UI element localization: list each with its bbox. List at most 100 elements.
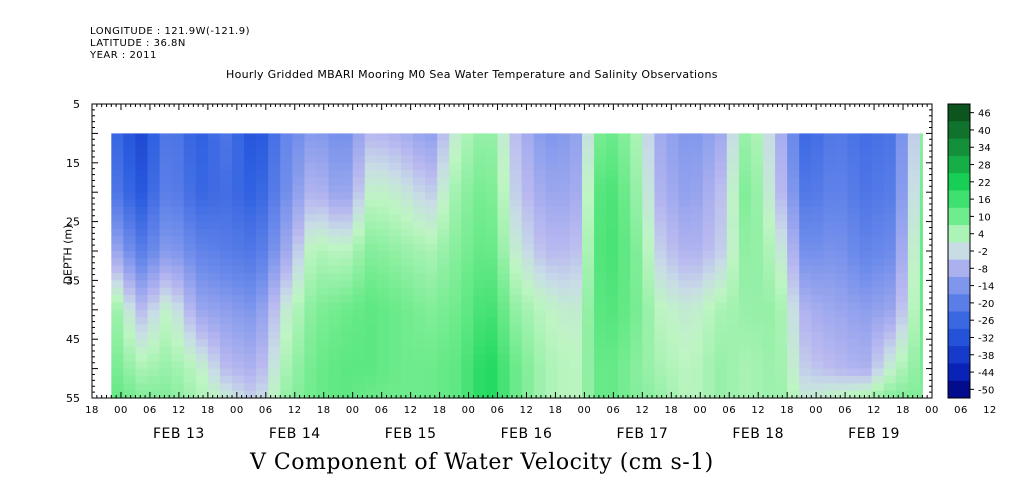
heatmap-cell: [666, 324, 680, 333]
heatmap-cell: [449, 236, 462, 245]
heatmap-cell: [207, 375, 221, 384]
heatmap-cell: [654, 251, 668, 259]
heatmap-cell: [714, 214, 728, 223]
heatmap-cell: [557, 170, 571, 179]
x-tick-label: 06: [375, 405, 389, 416]
heatmap-cell: [847, 140, 861, 149]
heatmap-cell: [775, 214, 788, 223]
heatmap-cell: [702, 236, 716, 245]
heatmap-cell: [799, 368, 812, 377]
heatmap-cell: [714, 265, 728, 274]
heatmap-cell: [823, 287, 837, 296]
heatmap-cell: [799, 170, 812, 179]
heatmap-cell: [630, 302, 643, 311]
colorbar-swatch: [948, 311, 970, 330]
heatmap-cell: [340, 140, 354, 149]
heatmap-cell: [630, 177, 643, 186]
heatmap-cell: [244, 214, 257, 223]
heatmap-cell: [835, 155, 849, 164]
heatmap-cell: [304, 192, 318, 201]
heatmap-cell: [219, 228, 233, 237]
heatmap-cell: [413, 331, 426, 340]
heatmap-cell: [690, 221, 704, 230]
heatmap-cell: [232, 221, 245, 230]
heatmap-cell: [135, 265, 149, 274]
heatmap-cell: [183, 148, 197, 157]
heatmap-cell: [835, 339, 849, 348]
heatmap-cell: [654, 258, 668, 267]
heatmap-cell: [678, 258, 692, 267]
heatmap-cell: [594, 368, 607, 377]
heatmap-cell: [618, 287, 631, 296]
heatmap-cell: [811, 317, 824, 326]
heatmap-cell: [413, 383, 426, 392]
heatmap-cell: [461, 243, 474, 252]
heatmap-cell: [388, 368, 402, 377]
heatmap-cell: [485, 251, 499, 259]
heatmap-cell: [232, 324, 245, 333]
heatmap-cell: [545, 258, 559, 267]
heatmap-cell: [352, 287, 366, 296]
heatmap-cell: [557, 148, 571, 157]
heatmap-cell: [376, 295, 390, 304]
heatmap-cell: [340, 317, 354, 326]
heatmap-cell: [654, 273, 668, 281]
heatmap-cell: [340, 243, 354, 252]
heatmap-cell: [316, 383, 330, 392]
heatmap-cell: [183, 375, 197, 384]
colorbar-label: 16: [978, 195, 991, 206]
heatmap-cell: [630, 236, 643, 245]
heatmap-cell: [895, 339, 909, 348]
heatmap-cell: [859, 251, 873, 259]
heatmap-cell: [823, 236, 837, 245]
heatmap-cell: [159, 280, 173, 289]
heatmap-cell: [352, 375, 366, 384]
heatmap-cell: [461, 368, 474, 377]
heatmap-cell: [256, 228, 269, 237]
heatmap-cell: [111, 353, 124, 362]
heatmap-cell: [509, 148, 523, 157]
heatmap-cell: [582, 162, 595, 171]
heatmap-cell: [582, 339, 595, 348]
heatmap-cell: [594, 353, 607, 362]
heatmap-cell: [147, 177, 161, 186]
heatmap-cell: [763, 273, 776, 281]
heatmap-cell: [328, 280, 342, 289]
heatmap-cell: [328, 206, 342, 215]
heatmap-cell: [135, 221, 149, 230]
heatmap-cell: [775, 265, 788, 274]
heatmap-cell: [883, 375, 897, 384]
heatmap-cell: [594, 162, 607, 171]
heatmap-cell: [135, 361, 149, 370]
heatmap-cell: [714, 148, 728, 157]
heatmap-cell: [582, 353, 595, 362]
heatmap-cell: [413, 346, 426, 355]
heatmap-cell: [521, 280, 535, 289]
heatmap-cell: [183, 251, 197, 259]
heatmap-cell: [702, 243, 716, 252]
heatmap-cell: [823, 361, 837, 370]
heatmap-cell: [280, 155, 293, 164]
heatmap-cell: [207, 331, 221, 340]
heatmap-cell: [594, 251, 607, 259]
heatmap-cell: [557, 273, 571, 281]
heatmap-cell: [606, 236, 619, 245]
heatmap-cell: [871, 273, 885, 281]
heatmap-cell: [244, 228, 257, 237]
heatmap-cell: [123, 170, 137, 179]
heatmap-cell: [859, 148, 873, 157]
heatmap-cell: [594, 133, 607, 142]
heatmap-cell: [606, 324, 619, 333]
heatmap-cell: [509, 184, 523, 193]
heatmap-cell: [907, 339, 921, 348]
heatmap-cell: [690, 273, 704, 281]
colorbar-label: -2: [978, 247, 988, 258]
heatmap-cell: [292, 317, 306, 326]
x-tick-label: 12: [172, 405, 186, 416]
heatmap-cell: [304, 368, 318, 377]
heatmap-cell: [847, 302, 861, 311]
heatmap-cell: [642, 390, 656, 399]
heatmap-cell: [147, 162, 161, 171]
heatmap-cell: [606, 353, 619, 362]
heatmap-cell: [919, 221, 923, 230]
